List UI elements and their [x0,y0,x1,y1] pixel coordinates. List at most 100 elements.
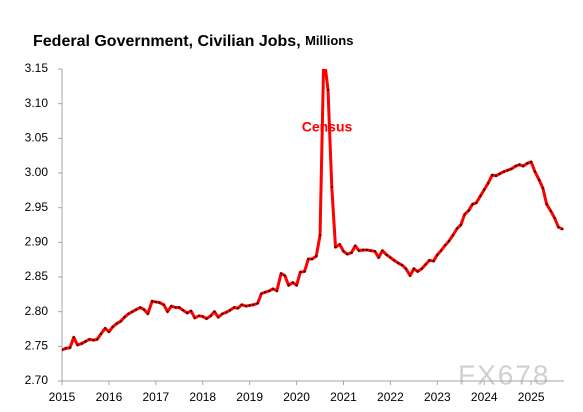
point [416,270,419,273]
point [510,167,513,170]
x-tick-label: 2019 [236,390,263,404]
point [502,170,505,173]
point [424,263,427,266]
y-tick-label: 2.95 [25,200,49,214]
point [451,234,454,237]
point [385,253,388,256]
x-tick-label: 2025 [518,390,545,404]
point [545,203,548,206]
point [62,348,63,351]
point [233,306,236,309]
point [448,239,451,242]
point [209,314,212,317]
x-tick-label: 2021 [330,390,357,404]
point [530,160,533,163]
plot-area [62,54,564,352]
point [428,259,431,262]
point [389,256,392,259]
point [498,172,501,175]
point [275,289,278,292]
point [377,256,380,259]
point [397,262,400,265]
point [127,312,130,315]
point [119,320,122,323]
point [323,54,325,56]
point [272,287,275,290]
point [236,307,239,310]
point [354,244,357,247]
point [350,251,353,254]
point [228,309,231,312]
point [420,267,423,270]
point [186,312,189,315]
point [146,312,149,315]
point [479,194,482,197]
point [84,340,87,343]
y-tick-label: 3.00 [25,165,49,179]
point [526,162,529,165]
y-tick-label: 2.90 [25,235,49,249]
point [319,234,322,237]
point [444,244,447,247]
point [330,185,333,188]
point [538,178,541,181]
point [342,250,345,253]
point [264,291,267,294]
y-tick-label: 3.05 [25,131,49,145]
point [432,260,435,263]
point [518,163,521,166]
point [111,325,114,328]
point [283,274,286,277]
title-text: Federal Government, Civilian Jobs, [33,33,301,50]
point [315,255,318,258]
point [170,305,173,308]
point [205,317,208,320]
point [88,338,91,341]
point [409,274,412,277]
x-tick-label: 2016 [96,390,123,404]
point [197,314,200,317]
x-tick-label: 2017 [142,390,169,404]
point [506,169,509,172]
point [549,210,552,213]
point [327,88,330,91]
point [393,259,396,262]
annotation: Census [302,119,353,135]
chart-title: Federal Government, Civilian Jobs, Milli… [33,33,353,50]
point [123,316,126,319]
point [338,243,341,246]
x-tick-label: 2023 [424,390,451,404]
point [357,249,360,252]
point [483,188,486,191]
point [381,249,384,252]
point [412,267,415,270]
x-tick-label: 2022 [377,390,404,404]
point [303,270,306,273]
point [139,306,142,309]
point [80,342,83,345]
point [561,228,564,231]
point [346,253,349,256]
y-tick-label: 3.15 [25,61,49,75]
point [440,249,443,252]
point [295,284,298,287]
point [311,257,314,260]
point [475,201,478,204]
point [217,316,220,319]
point [401,264,404,267]
point [162,303,165,306]
point [178,306,181,309]
point [201,315,204,318]
point [190,309,193,312]
point [260,292,263,295]
point [291,281,294,284]
point [514,165,517,168]
point [307,257,310,260]
y-tick-label: 2.80 [25,304,49,318]
point [99,332,102,335]
y-tick-label: 2.85 [25,269,49,283]
point [362,248,365,251]
point [143,308,146,311]
point [72,336,75,339]
point [92,339,95,342]
